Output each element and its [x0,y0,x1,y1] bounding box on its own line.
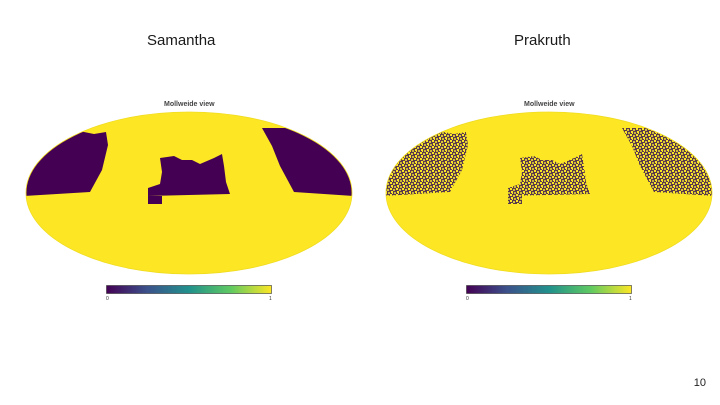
left-mollweide-map [25,111,353,275]
left-map-outline [25,111,353,275]
left-panel-title: Samantha [147,32,216,49]
left-colorbar-max-label: 1 [269,296,272,302]
left-map-title: Mollweide view [164,101,215,108]
right-colorbar-max-label: 1 [629,296,632,302]
left-colorbar-min-label: 0 [106,296,109,302]
left-masked-notch [148,196,162,204]
page-number: 10 [693,377,706,389]
right-colorbar [466,285,632,294]
right-colorbar-min-label: 0 [466,296,469,302]
right-mollweide-map [385,111,713,275]
right-noisy-region-center [508,154,590,196]
left-masked-region-center [148,154,230,196]
left-colorbar [106,285,272,294]
right-map-title: Mollweide view [524,101,575,108]
right-map-outline [385,111,713,275]
right-noisy-notch [508,196,522,204]
right-panel-title: Prakruth [514,32,571,49]
